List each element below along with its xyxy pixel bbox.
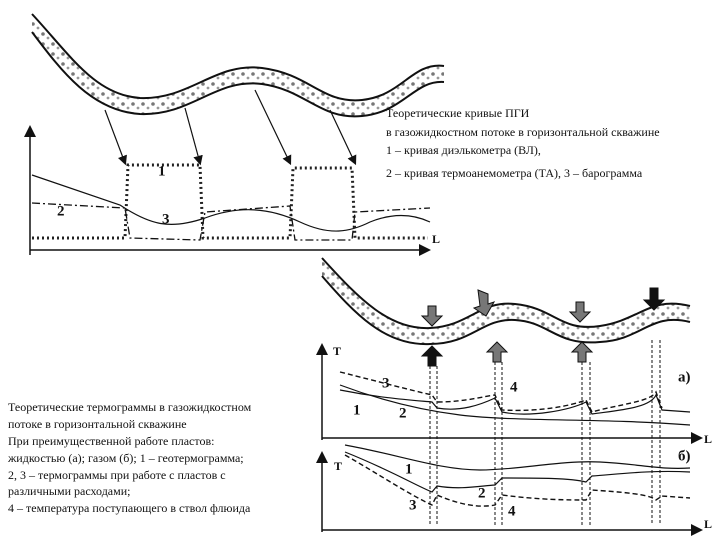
curve-2 [344,451,691,493]
axis-label: L [704,432,712,446]
axis-label: L [432,232,440,246]
curve-1 [339,384,691,426]
curve-2 [31,202,431,241]
caption-line: потоке в горизонтальной скважине [8,417,187,431]
caption-line: Теоретические кривые ПГИ [386,106,530,120]
caption-line: жидкостью (а); газом (б); 1 – геотермогр… [7,451,244,465]
well-bore [321,257,691,330]
curve-label: 4 [510,379,518,395]
well-bore [31,31,445,118]
well-bore [31,13,445,102]
curve-3 [31,174,431,232]
curve-1 [344,444,691,471]
curve-label: 4 [508,503,516,519]
panel-label: а) [678,369,691,385]
curve-label: 2 [57,203,65,219]
bottom-diagram: T L а) 3 4 1 2 T L б) 1 2 3 4 Теоретичес… [7,257,712,536]
caption-line: Теоретические термограммы в газожидкостн… [8,400,252,414]
curve-2 [339,389,691,415]
curve-label: 1 [158,163,166,179]
top-diagram: 1 2 3 L Теоретические кривые ПГИ в газож… [24,13,660,256]
curve-label: 2 [399,405,407,421]
curve-label: 3 [409,497,417,513]
curve-3 [344,454,691,507]
well-bore-fill [32,14,444,117]
well-bore [321,275,691,346]
curve-label: 1 [405,461,413,477]
panel-label: б) [678,448,691,464]
arrows [104,89,357,166]
caption-line: При преимущественной работе пластов: [8,434,214,448]
caption-line: 2, 3 – термограммы при работе с пластов … [8,468,226,482]
curve-label: 2 [478,485,486,501]
caption-line: 2 – кривая термоанемометра (ТА), 3 – бар… [386,166,643,180]
inflow-arrows [420,287,666,367]
caption-line: 4 – температура поступающего в ствол флю… [8,501,251,515]
curve-label: 1 [353,402,361,418]
axis-label: L [704,517,712,531]
caption-line: в газожидкостном потоке в горизонтальной… [386,125,660,139]
curve-1 [32,163,428,240]
guides [429,340,661,525]
axis-label: T [334,459,342,473]
well-bore-fill [322,258,690,345]
curve-label: 3 [162,211,170,227]
caption-line: 1 – кривая диэлькометра (ВЛ), [386,143,541,157]
curve-label: 3 [382,375,390,391]
caption-line: различными расходами; [8,484,130,498]
curve-3 [339,371,663,413]
axis-label: T [333,344,341,358]
